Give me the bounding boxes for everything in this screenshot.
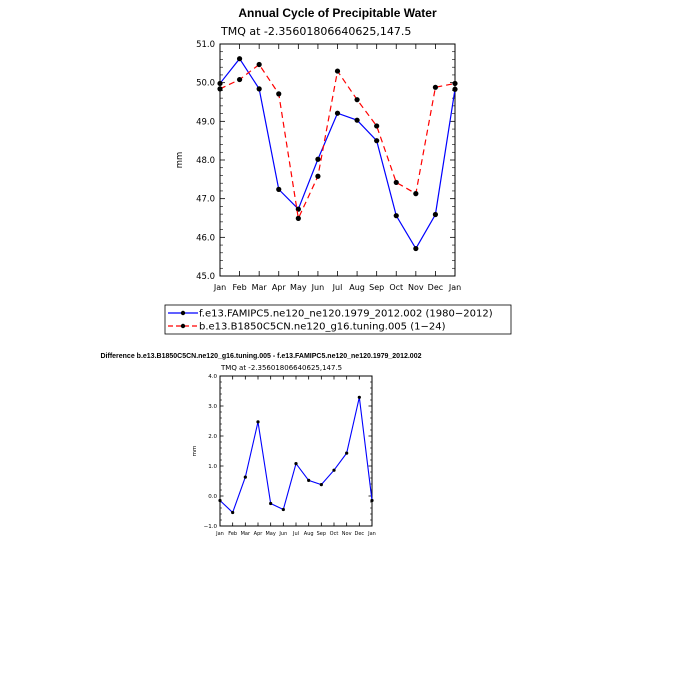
x-tick-label: Mar — [252, 283, 268, 292]
data-point — [452, 80, 458, 87]
x-tick-label: Jan — [367, 531, 376, 537]
y-tick-label: 0.0 — [208, 494, 217, 500]
chart-subtitle: TMQ at -2.35601806640625,147.5 — [220, 364, 342, 372]
data-point — [374, 123, 380, 129]
data-point — [413, 191, 419, 197]
y-tick-label: 50.0 — [196, 79, 215, 89]
x-tick-label: Nov — [342, 531, 352, 537]
x-tick-label: Jan — [213, 283, 226, 292]
series-line-0 — [219, 57, 456, 250]
x-tick-label: Jan — [448, 283, 461, 292]
data-point — [294, 462, 298, 466]
legend: f.e13.FAMIPC5.ne120_ne120.1979_2012.002 … — [164, 304, 512, 335]
x-tick-label: May — [290, 283, 307, 292]
legend-label-1: b.e13.B1850C5CN.ne120_g16.tuning.005 (1−… — [199, 322, 446, 333]
x-tick-label: Dec — [354, 531, 364, 537]
data-point — [319, 483, 323, 487]
data-point — [370, 498, 374, 503]
data-point — [432, 211, 439, 218]
y-tick-label: 2.0 — [208, 434, 217, 440]
data-point — [281, 507, 285, 512]
plot-frame — [219, 375, 373, 527]
x-tick-label: Aug — [304, 531, 314, 537]
legend-marker — [180, 323, 186, 329]
x-tick-label: Dec — [428, 283, 443, 292]
y-tick-label: 46.0 — [196, 233, 215, 243]
data-point — [357, 395, 361, 399]
data-point — [374, 138, 380, 144]
data-point — [334, 110, 341, 116]
x-tick-label: Oct — [389, 283, 403, 292]
data-point — [243, 475, 247, 479]
legend-box — [164, 304, 512, 335]
data-point — [295, 206, 301, 212]
data-point — [256, 420, 260, 424]
data-point — [393, 213, 399, 219]
y-tick-label: 47.0 — [196, 195, 215, 205]
data-point — [307, 478, 311, 482]
x-tick-label: Oct — [330, 531, 339, 537]
data-point — [256, 61, 262, 68]
series-line-0 — [219, 397, 373, 514]
data-point — [269, 501, 273, 506]
y-tick-label: 49.0 — [196, 117, 215, 127]
data-point — [315, 156, 321, 162]
x-tick-label: Mar — [241, 531, 251, 537]
data-point — [217, 80, 223, 87]
annual-cycle-chart: Annual Cycle of Precipitable Water TMQ at… — [164, 6, 512, 335]
data-point — [231, 510, 235, 515]
data-point — [334, 68, 341, 74]
chart-title: Difference b.e13.B1850C5CN.ne120_g16.tun… — [100, 353, 421, 360]
data-point — [236, 56, 243, 62]
x-tick-label: Sep — [369, 283, 384, 292]
data-point — [393, 179, 399, 186]
y-axis-label: mm — [175, 152, 185, 169]
data-point — [315, 173, 321, 179]
x-tick-label: Jun — [278, 531, 287, 537]
legend-label-0: f.e13.FAMIPC5.ne120_ne120.1979_2012.002 … — [199, 309, 493, 320]
x-tick-label: Apr — [254, 531, 264, 537]
data-point — [354, 97, 360, 103]
x-tick-label: May — [265, 531, 275, 537]
y-tick-label: 3.0 — [208, 404, 217, 410]
data-point — [452, 86, 458, 92]
y-tick-label: 1.0 — [208, 464, 217, 470]
data-point — [256, 86, 262, 92]
x-tick-label: Jun — [311, 283, 325, 292]
y-tick-label: 4.0 — [208, 374, 217, 380]
series-line-1 — [219, 63, 456, 221]
x-tick-label: Jan — [215, 531, 224, 537]
data-point — [236, 76, 243, 83]
data-point — [432, 84, 439, 90]
x-tick-label: Jul — [292, 531, 299, 537]
x-tick-label: Nov — [408, 283, 424, 292]
legend-marker — [180, 310, 186, 316]
data-point — [354, 117, 360, 123]
data-point — [413, 245, 419, 252]
x-tick-label: Feb — [228, 531, 237, 537]
data-point — [332, 468, 336, 472]
difference-chart: Difference b.e13.B1850C5CN.ne120_g16.tun… — [100, 353, 421, 537]
chart-title: Annual Cycle of Precipitable Water — [238, 6, 437, 20]
x-tick-label: Feb — [232, 283, 246, 292]
x-tick-label: Aug — [349, 283, 365, 292]
y-tick-label: −1.0 — [204, 524, 218, 530]
chart-subtitle: TMQ at -2.35601806640625,147.5 — [220, 25, 411, 38]
data-point — [276, 91, 282, 97]
y-tick-label: 51.0 — [196, 40, 215, 50]
x-tick-label: Sep — [317, 531, 326, 537]
x-tick-label: Jul — [332, 283, 343, 292]
data-point — [217, 86, 223, 92]
x-tick-label: Apr — [272, 283, 287, 292]
y-axis-label: mm — [192, 446, 198, 457]
y-tick-label: 45.0 — [196, 272, 215, 282]
data-point — [276, 186, 282, 192]
data-point — [295, 215, 301, 221]
data-point — [345, 451, 349, 455]
data-point — [218, 498, 222, 503]
y-tick-label: 48.0 — [196, 156, 215, 166]
